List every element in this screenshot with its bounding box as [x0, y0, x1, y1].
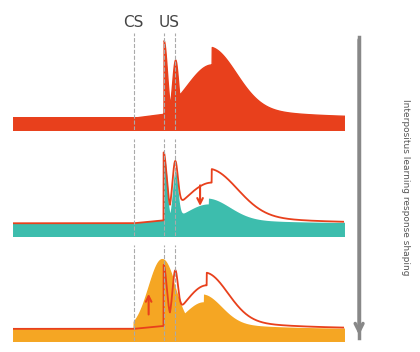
Text: US: US [159, 15, 180, 30]
Text: Interpositus learning response shaping: Interpositus learning response shaping [401, 99, 410, 276]
Text: CS: CS [123, 15, 144, 30]
